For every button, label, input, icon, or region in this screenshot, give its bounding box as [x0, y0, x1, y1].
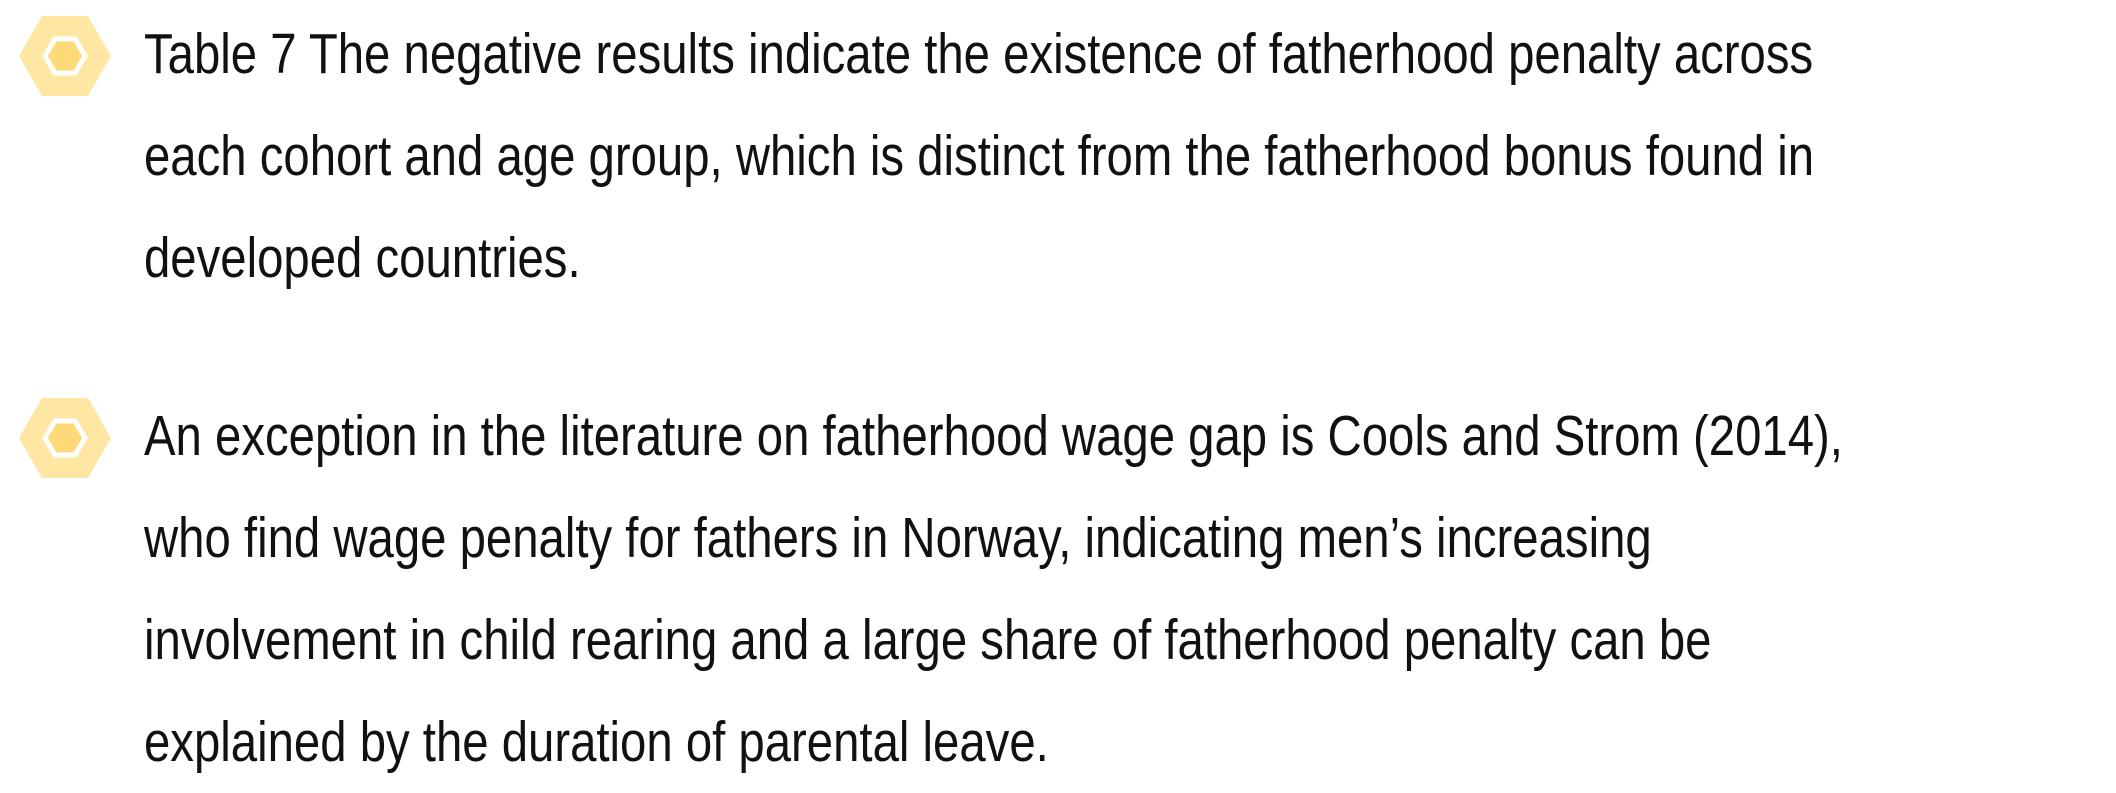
- text-line: explained by the duration of parental le…: [144, 710, 1049, 774]
- text-line: Table 7 The negative results indicate th…: [144, 22, 1814, 86]
- paragraph: Table 7 The negative results indicate th…: [144, 3, 2116, 309]
- text-line: An exception in the literature on father…: [144, 404, 1843, 468]
- text-line: involvement in child rearing and a large…: [144, 608, 1712, 672]
- text-line: each cohort and age group, which is dist…: [144, 124, 1815, 188]
- paragraph: An exception in the literature on father…: [144, 385, 2116, 793]
- text-line: developed countries.: [144, 226, 581, 290]
- hexagon-icon: [19, 16, 111, 96]
- page: Table 7 The negative results indicate th…: [19, 3, 2116, 774]
- hexagon-icon: [19, 398, 111, 478]
- text-line: who find wage penalty for fathers in Nor…: [144, 506, 1652, 570]
